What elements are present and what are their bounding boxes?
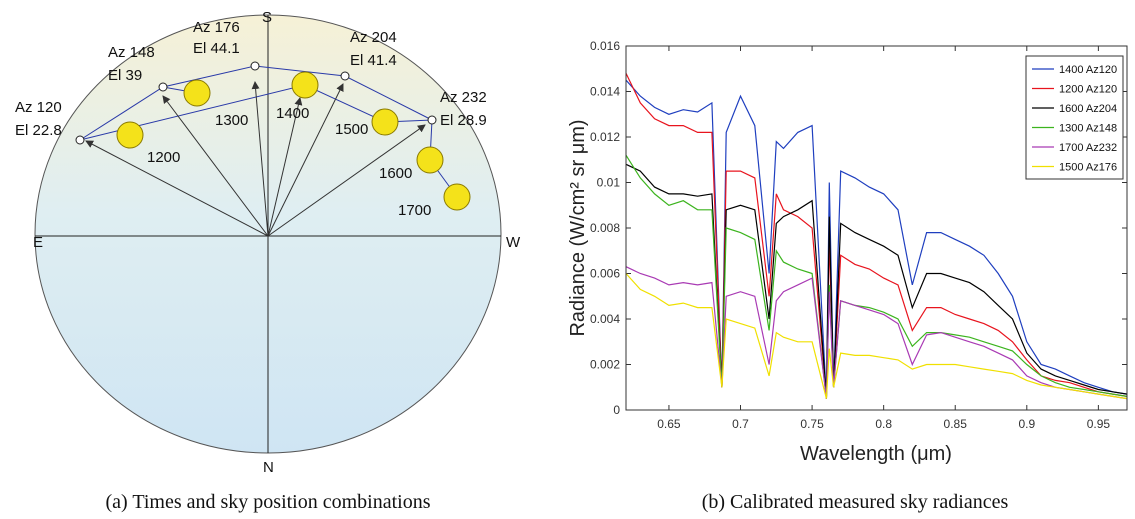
azimuth-label: Az 120 (15, 99, 62, 116)
series-line (625, 266, 1128, 400)
radiance-chart: (b) Calibrated measured sky radiances Wa… (567, 39, 1128, 513)
y-tick-label: 0.006 (590, 267, 620, 281)
elevation-label: El 39 (108, 67, 142, 84)
sky-diagram: S E W N Az 120 El 22.8 Az 148 El 39 Az 1… (15, 9, 521, 513)
legend-label: 1700 Az232 (1059, 142, 1117, 154)
sun (416, 146, 444, 174)
azimuth-label: Az 148 (108, 44, 155, 61)
position-marker (427, 115, 437, 125)
sun (291, 71, 319, 99)
series-line (625, 273, 1128, 400)
time-label: 1600 (379, 165, 412, 182)
x-axis-label: Wavelength (μm) (800, 443, 952, 465)
series-line (625, 73, 1128, 399)
x-tick-label: 0.75 (800, 417, 824, 431)
legend-label: 1600 Az204 (1059, 103, 1117, 115)
arrow (251, 81, 269, 237)
legend-box (1025, 55, 1124, 180)
direction-label: W (506, 234, 521, 251)
legend-label: 1400 Az120 (1059, 64, 1117, 76)
direction-label: N (263, 459, 274, 476)
x-tick-label: 0.85 (944, 417, 968, 431)
time-label: 1400 (276, 105, 309, 122)
position-markers (75, 61, 437, 145)
direction-label: S (262, 9, 272, 26)
direction-arrows (85, 81, 426, 237)
elevation-label: El 28.9 (440, 112, 487, 129)
elevation-label: El 22.8 (15, 122, 62, 139)
azimuth-label: Az 232 (440, 89, 487, 106)
elevation-label: El 44.1 (193, 40, 240, 57)
x-tick-label: 0.9 (1018, 417, 1035, 431)
azimuth-label: Az 176 (193, 19, 240, 36)
position-marker (75, 135, 85, 145)
y-tick-label: 0.002 (590, 358, 620, 372)
azimuth-label: Az 204 (350, 29, 397, 46)
y-tick-label: 0 (613, 403, 620, 417)
arrow (267, 83, 344, 237)
position-marker (158, 82, 168, 92)
time-label: 1200 (147, 149, 180, 166)
x-tick-label: 0.95 (1087, 417, 1111, 431)
y-tick-label: 0.004 (590, 312, 620, 326)
arrow (85, 140, 269, 237)
suns (116, 71, 471, 211)
y-tick-label: 0.012 (590, 130, 620, 144)
sun (371, 108, 399, 136)
time-label: 1300 (215, 112, 248, 129)
legend-label: 1300 Az148 (1059, 123, 1117, 135)
y-axis-label: Radiance (W/cm² sr μm) (567, 119, 589, 336)
legend-label: 1200 Az120 (1059, 84, 1117, 96)
caption: (a) Times and sky position combinations (106, 491, 431, 513)
y-tick-label: 0.01 (597, 176, 621, 190)
x-tick-label: 0.8 (875, 417, 892, 431)
sun (183, 79, 211, 107)
time-label: 1500 (335, 121, 368, 138)
time-label: 1700 (398, 202, 431, 219)
plot-frame (625, 45, 1128, 411)
direction-label: E (33, 234, 43, 251)
x-tick-label: 0.7 (732, 417, 749, 431)
position-marker (250, 61, 260, 71)
position-marker (340, 71, 350, 81)
sun (116, 121, 144, 149)
y-tick-label: 0.014 (590, 85, 620, 99)
y-tick-label: 0.016 (590, 39, 620, 53)
caption: (b) Calibrated measured sky radiances (702, 491, 1009, 513)
elevation-label: El 41.4 (350, 52, 397, 69)
sun (443, 183, 471, 211)
arrow (162, 95, 269, 237)
legend-label: 1500 Az176 (1059, 162, 1117, 174)
x-tick-label: 0.65 (657, 417, 681, 431)
y-tick-label: 0.008 (590, 221, 620, 235)
arrow (267, 97, 303, 237)
arrow (267, 124, 426, 237)
